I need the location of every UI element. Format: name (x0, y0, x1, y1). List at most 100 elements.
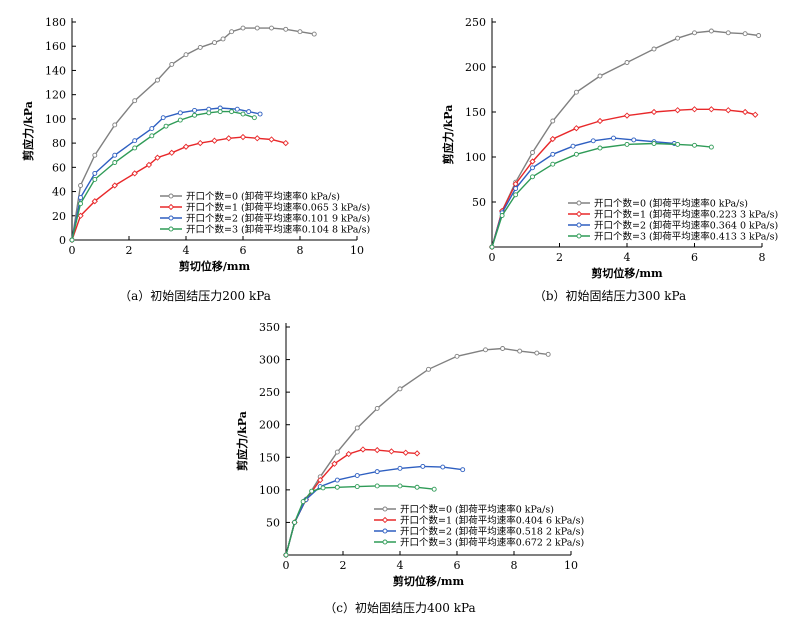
data-point (132, 145, 138, 151)
data-point (282, 139, 289, 147)
x-tick-label: 8 (511, 559, 518, 572)
data-point (297, 29, 303, 35)
data-point (489, 244, 495, 250)
x-tick-label: 0 (283, 559, 290, 572)
data-point (691, 106, 698, 113)
data-point (675, 141, 681, 147)
data-point (217, 109, 223, 115)
x-tick-label: 8 (759, 251, 766, 264)
data-point (460, 467, 466, 473)
legend-swatch-marker (167, 203, 175, 211)
data-point (145, 161, 153, 169)
data-point (708, 144, 714, 150)
data-point (545, 351, 551, 357)
legend-label: 开口个数=3 (卸荷平均速率0.672 2 kPa/s) (400, 537, 584, 549)
data-point (111, 182, 118, 189)
y-tick-label: 0 (59, 234, 66, 247)
data-point (112, 152, 118, 158)
legend-swatch-marker (168, 226, 174, 232)
y-axis-label: 剪应力/kPa (235, 411, 249, 471)
x-tick-label: 10 (564, 559, 578, 572)
data-point (397, 483, 403, 489)
data-point (675, 35, 681, 41)
data-point (708, 106, 715, 113)
legend-swatch-marker (576, 233, 582, 239)
data-point (192, 107, 198, 113)
data-point (169, 61, 175, 67)
data-point (92, 152, 98, 158)
y-tick-label: 300 (259, 354, 280, 367)
x-tick-label: 0 (69, 244, 76, 257)
data-point (414, 484, 420, 490)
legend-swatch-marker (168, 215, 174, 221)
data-point (183, 52, 189, 58)
data-point (182, 143, 190, 150)
data-point (269, 25, 274, 31)
data-point (420, 463, 426, 469)
y-tick-label: 20 (52, 210, 66, 223)
legend-b: 开口个数=0 (卸荷平均速率0 kPa/s)开口个数=1 (卸荷平均速率0.22… (568, 198, 778, 243)
data-point (345, 450, 352, 458)
data-point (320, 485, 326, 491)
data-point (177, 117, 183, 123)
data-point (397, 386, 403, 392)
data-point (725, 30, 731, 36)
data-point (374, 446, 381, 454)
data-point (246, 109, 252, 115)
x-tick-label: 6 (691, 251, 698, 264)
data-point (211, 137, 218, 144)
caption-b: （b）初始固结压力300 kPa (534, 289, 686, 303)
y-tick-label: 200 (259, 419, 280, 432)
data-point (92, 176, 98, 182)
x-axis-label: 剪切位移/mm (393, 574, 465, 588)
legend-swatch-marker (382, 506, 388, 512)
legend-swatch-marker (168, 193, 174, 199)
chart-b: 50 100 150 200 250 0 2 4 6 8 剪切位移/mm 剪应力/kPa 开口个数=0 … (441, 16, 778, 280)
data-point (573, 125, 580, 132)
data-point (650, 108, 658, 116)
data-point (154, 154, 161, 161)
chart-a: 0 20 40 60 80 100 120 140 160 180 0 2 4 6 8 10 剪切位移/mm 剪应… (21, 16, 370, 273)
data-point (112, 160, 118, 165)
data-point (220, 36, 226, 42)
data-point (756, 33, 762, 38)
legend-c: 开口个数=0 (卸荷平均速率0 kPa/s)开口个数=1 (卸荷平均速率0.40… (374, 504, 584, 549)
legend-label: 开口个数=0 (卸荷平均速率0 kPa/s) (594, 198, 748, 210)
y-tick-label: 200 (465, 61, 486, 74)
data-point (197, 139, 204, 147)
data-point (573, 89, 579, 95)
y-tick-label: 100 (259, 484, 280, 497)
y-tick-label: 160 (45, 40, 66, 53)
data-point (309, 488, 315, 494)
legend-label: 开口个数=3 (卸荷平均速率0.104 8 kPa/s) (186, 224, 370, 236)
data-point (149, 133, 155, 139)
y-tick-label: 150 (259, 451, 280, 464)
y-tick-label: 250 (465, 16, 486, 29)
y-tick-label: 60 (52, 161, 66, 174)
data-point (513, 186, 519, 191)
data-point (483, 347, 488, 353)
y-tick-label: 150 (465, 106, 486, 119)
data-point (742, 31, 748, 37)
data-point (229, 29, 235, 35)
data-point (149, 126, 155, 132)
data-point (311, 31, 317, 37)
data-point (413, 450, 421, 457)
data-point (334, 477, 340, 483)
legend-label: 开口个数=2 (卸荷平均速率0.364 0 kPa/s) (594, 220, 778, 232)
data-point (131, 170, 138, 177)
data-point (334, 449, 340, 455)
data-point (192, 112, 198, 118)
legend-label: 开口个数=0 (卸荷平均速率0 kPa/s) (400, 504, 554, 516)
data-point (254, 25, 260, 31)
legend-label: 开口个数=1 (卸荷平均速率0.065 3 kPa/s) (186, 202, 370, 214)
x-tick-label: 6 (240, 244, 247, 257)
data-point (359, 446, 367, 453)
data-point (283, 552, 289, 558)
x-tick-label: 4 (183, 244, 190, 257)
data-point (78, 183, 84, 188)
data-point (573, 151, 579, 157)
data-point (550, 151, 556, 157)
data-point (597, 145, 603, 151)
